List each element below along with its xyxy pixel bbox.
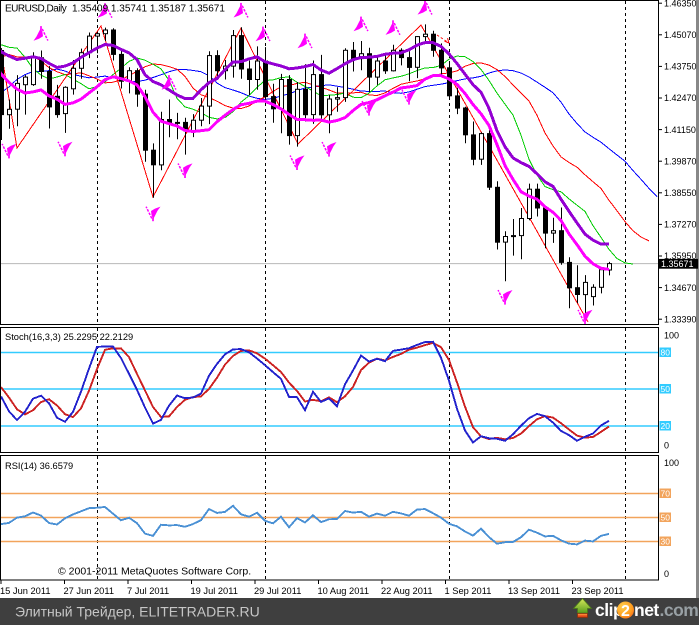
svg-text:net: net [634, 600, 659, 620]
svg-text:1.42470: 1.42470 [664, 93, 697, 103]
svg-text:23 Sep 2011: 23 Sep 2011 [572, 586, 624, 596]
svg-text:80: 80 [661, 348, 671, 358]
svg-text:© 2001-2011 MetaQuotes Softwar: © 2001-2011 MetaQuotes Software Corp. [58, 566, 251, 578]
svg-text:13 Sep 2011: 13 Sep 2011 [508, 586, 560, 596]
svg-text:1.34670: 1.34670 [664, 283, 697, 293]
svg-text:1.41150: 1.41150 [664, 125, 696, 135]
svg-text:50: 50 [661, 513, 671, 523]
svg-text:1.45070: 1.45070 [664, 30, 697, 40]
svg-text:22 Aug 2011: 22 Aug 2011 [381, 586, 433, 596]
svg-text:1.39870: 1.39870 [664, 156, 697, 166]
svg-text:clip: clip [595, 600, 623, 620]
svg-text:1.35409 1.35741 1.35187 1.3567: 1.35409 1.35741 1.35187 1.35671 [72, 4, 225, 15]
svg-text:1.37270: 1.37270 [664, 220, 697, 230]
svg-text:10 Aug 2011: 10 Aug 2011 [318, 586, 370, 596]
svg-text:1.33390: 1.33390 [664, 314, 697, 324]
svg-text:EURUSD,Daily: EURUSD,Daily [5, 4, 67, 15]
svg-text:1.38550: 1.38550 [664, 188, 697, 198]
svg-text:30: 30 [661, 537, 671, 547]
svg-text:70: 70 [661, 489, 671, 499]
svg-text:15 Jun 2011: 15 Jun 2011 [0, 586, 51, 596]
svg-text:1.43750: 1.43750 [664, 62, 697, 72]
svg-text:2: 2 [621, 603, 630, 620]
svg-text:27 Jun 2011: 27 Jun 2011 [64, 586, 115, 596]
svg-text:.com: .com [660, 600, 699, 620]
svg-text:RSI(14) 36.6579: RSI(14) 36.6579 [5, 461, 73, 471]
svg-text:1.35950: 1.35950 [664, 251, 697, 261]
svg-text:7 Jul 2011: 7 Jul 2011 [127, 586, 169, 596]
svg-text:29 Jul 2011: 29 Jul 2011 [254, 586, 301, 596]
svg-text:Stoch(16,3,3) 25.2295 22.2129: Stoch(16,3,3) 25.2295 22.2129 [5, 332, 133, 342]
svg-text:20: 20 [661, 421, 671, 431]
svg-text:1.46350: 1.46350 [664, 0, 697, 8]
svg-text:1 Sep 2011: 1 Sep 2011 [445, 586, 492, 596]
svg-text:50: 50 [661, 384, 671, 394]
svg-text:0: 0 [664, 441, 669, 451]
svg-text:19 Jul 2011: 19 Jul 2011 [191, 586, 238, 596]
svg-text:0: 0 [664, 569, 669, 579]
svg-text:100: 100 [664, 331, 679, 341]
svg-text:1.35671: 1.35671 [661, 259, 694, 269]
svg-text:Элитный Трейдер, ELITETRADER.R: Элитный Трейдер, ELITETRADER.RU [15, 604, 260, 620]
svg-text:100: 100 [664, 458, 679, 468]
